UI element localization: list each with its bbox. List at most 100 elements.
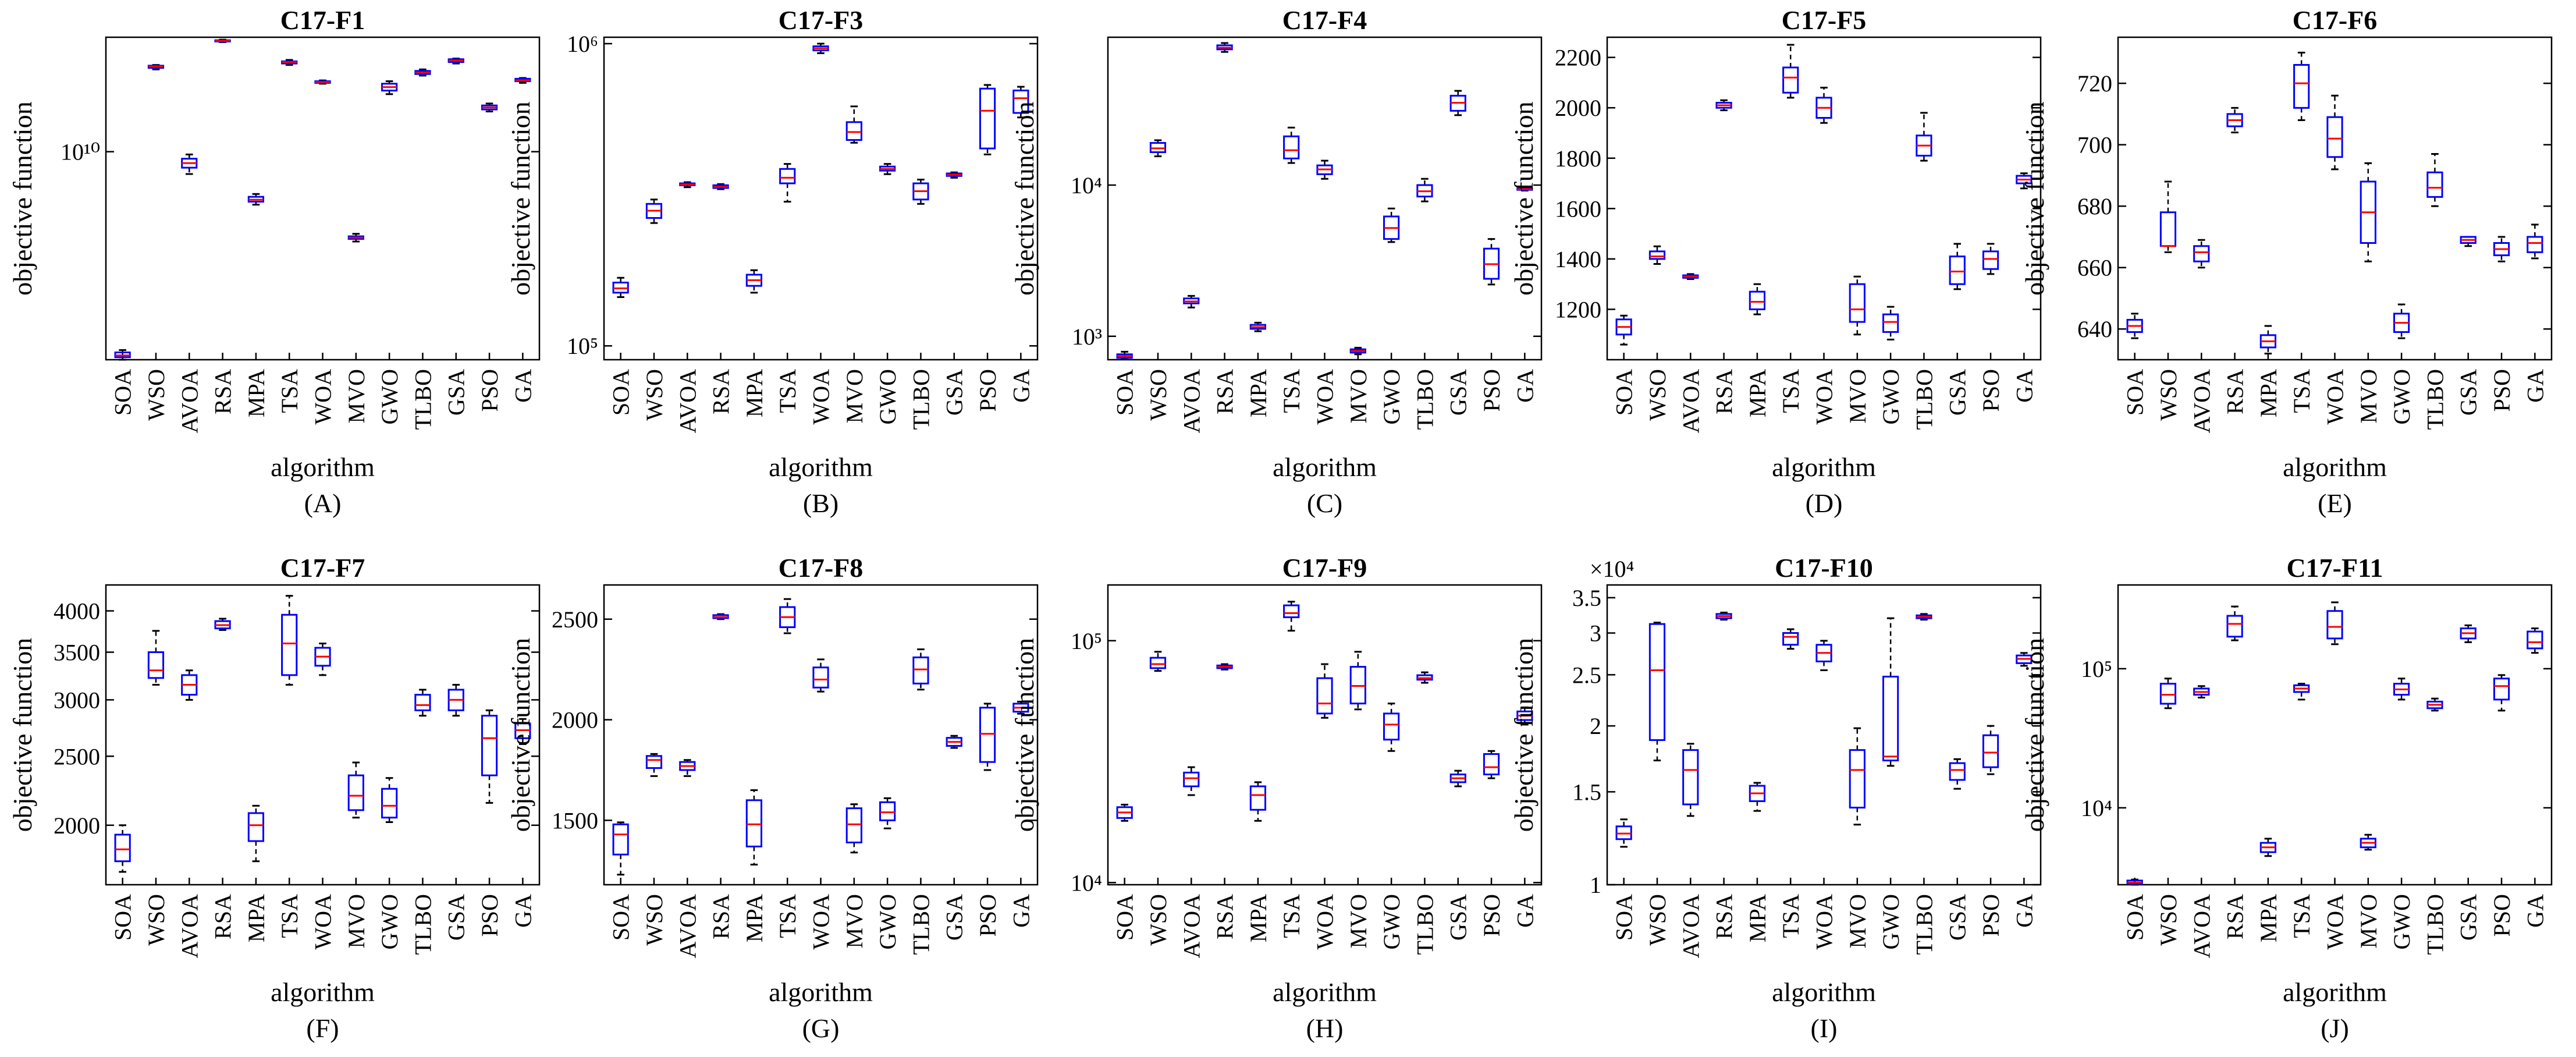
x-tick-label: GWO bbox=[875, 894, 901, 950]
x-tick-label: RSA bbox=[1711, 894, 1738, 939]
box-WSO bbox=[1149, 139, 1167, 158]
panel-label: (G) bbox=[802, 1013, 840, 1043]
box-GWO bbox=[879, 163, 896, 175]
box-AVOA bbox=[181, 153, 198, 175]
x-tick-label: MVO bbox=[2355, 894, 2382, 948]
box-PSO bbox=[1483, 238, 1500, 286]
panel-title: C17-F9 bbox=[1282, 553, 1367, 583]
box-GA bbox=[2527, 224, 2543, 260]
box-iqr bbox=[612, 823, 629, 856]
x-tick-label: GWO bbox=[1378, 369, 1405, 425]
x-tick-label: SOA bbox=[1611, 369, 1637, 416]
y-tick-label: 2000 bbox=[54, 813, 100, 839]
y-tick-label: 2200 bbox=[1555, 45, 1601, 71]
y-tick-label: 10⁵ bbox=[1071, 628, 1102, 654]
box-GWO bbox=[2393, 678, 2410, 701]
box-RSA bbox=[214, 38, 231, 43]
box-iqr bbox=[2493, 678, 2510, 701]
x-axis-label: algorithm bbox=[1772, 452, 1876, 482]
box-iqr bbox=[812, 666, 829, 689]
x-axis-label: algorithm bbox=[1772, 977, 1876, 1007]
x-tick-label: GWO bbox=[376, 894, 403, 950]
box-TLBO bbox=[1416, 178, 1433, 203]
y-tick-label: 700 bbox=[2077, 132, 2112, 158]
x-tick-label: MVO bbox=[1345, 894, 1372, 948]
x-tick-label: WOA bbox=[2322, 369, 2348, 425]
axis-multiplier: ×10⁴ bbox=[1590, 556, 1635, 582]
x-tick-label: SOA bbox=[2122, 894, 2148, 941]
x-tick-label: WOA bbox=[1811, 369, 1838, 425]
x-tick-label: GSA bbox=[1945, 894, 1971, 941]
box-SOA bbox=[612, 821, 629, 876]
box-iqr bbox=[645, 755, 663, 769]
box-iqr bbox=[1782, 66, 1799, 94]
axes-box bbox=[1606, 36, 2042, 361]
box-iqr bbox=[1949, 762, 1966, 781]
box-TLBO bbox=[1416, 671, 1433, 684]
box-SOA bbox=[114, 349, 131, 361]
box-TLBO bbox=[414, 689, 431, 717]
box-AVOA bbox=[1682, 743, 1699, 817]
x-tick-label: MPA bbox=[1245, 894, 1271, 942]
x-tick-label: GWO bbox=[1878, 894, 1904, 950]
x-tick-label: WSO bbox=[1145, 894, 1171, 946]
panel-9: C17-F10 1 1.5 2 2.5 3 3.5 objective function ×10… bbox=[1509, 553, 2042, 1043]
box-PSO bbox=[481, 709, 498, 804]
x-tick-label: WSO bbox=[1145, 369, 1171, 421]
box-SOA bbox=[2126, 313, 2143, 339]
x-tick-label: TSA bbox=[2289, 369, 2315, 413]
box-RSA bbox=[1216, 663, 1233, 671]
box-GA bbox=[1516, 187, 1533, 191]
x-tick-label: MVO bbox=[1845, 894, 1871, 948]
box-SOA bbox=[1615, 818, 1632, 848]
x-tick-label: SOA bbox=[1611, 894, 1637, 941]
box-GSA bbox=[2460, 624, 2476, 643]
x-tick-label: GSA bbox=[443, 369, 470, 416]
box-MPA bbox=[247, 804, 264, 863]
box-TLBO bbox=[912, 648, 929, 691]
y-tick-label: 1400 bbox=[1555, 246, 1601, 272]
x-tick-label: GA bbox=[1008, 894, 1034, 928]
axes-box bbox=[1107, 584, 1543, 886]
x-axis-label: algorithm bbox=[2283, 977, 2387, 1007]
box-iqr bbox=[281, 613, 298, 676]
x-tick-label: TLBO bbox=[410, 369, 436, 430]
box-PSO bbox=[1982, 243, 1999, 275]
box-iqr bbox=[2527, 236, 2543, 253]
box-iqr bbox=[979, 707, 996, 763]
panel-label: (F) bbox=[306, 1013, 339, 1043]
x-tick-label: TSA bbox=[1278, 369, 1305, 413]
box-iqr bbox=[1949, 256, 1966, 285]
panel-label: (I) bbox=[1811, 1013, 1838, 1043]
box-MPA bbox=[2259, 838, 2276, 857]
y-axis-label: objective function bbox=[2020, 638, 2049, 832]
box-GWO bbox=[879, 797, 896, 829]
box-WSO bbox=[1648, 245, 1666, 265]
panel-4: C17-F5 1200 1400 1600 1800 2000 2200 objective … bbox=[1509, 5, 2042, 518]
box-RSA bbox=[712, 613, 729, 620]
x-tick-label: MVO bbox=[1345, 369, 1372, 423]
y-tick-label: 660 bbox=[2077, 255, 2112, 281]
box-iqr bbox=[147, 651, 165, 679]
x-tick-label: GSA bbox=[941, 369, 968, 416]
box-TSA bbox=[1782, 628, 1799, 650]
box-MPA bbox=[1249, 781, 1266, 822]
panel-title: C17-F6 bbox=[2293, 5, 2378, 35]
box-iqr bbox=[1849, 749, 1866, 809]
y-tick-label: 10³ bbox=[1072, 324, 1102, 350]
box-iqr bbox=[979, 87, 996, 150]
box-MPA bbox=[745, 789, 762, 866]
x-tick-label: AVOA bbox=[176, 369, 202, 434]
box-GWO bbox=[2393, 303, 2410, 339]
y-tick-label: 2 bbox=[1590, 713, 1601, 739]
x-tick-label: RSA bbox=[1212, 369, 1238, 414]
x-tick-label: WSO bbox=[641, 369, 667, 421]
box-WSO bbox=[147, 64, 165, 70]
x-tick-label: TSA bbox=[774, 369, 801, 413]
panel-label: (J) bbox=[2321, 1013, 2349, 1043]
box-MPA bbox=[1249, 321, 1266, 332]
x-tick-label: TSA bbox=[276, 894, 303, 938]
x-tick-label: MVO bbox=[343, 369, 369, 423]
y-tick-label: 10¹⁰ bbox=[61, 139, 100, 165]
box-MVO bbox=[845, 803, 862, 854]
